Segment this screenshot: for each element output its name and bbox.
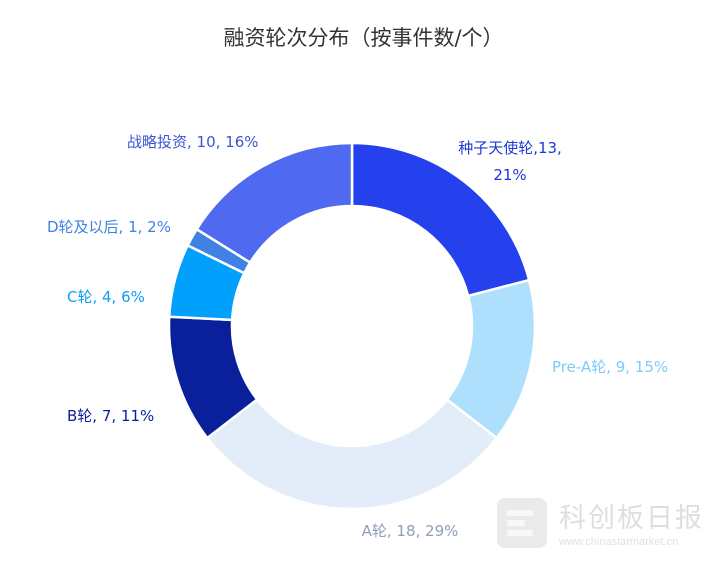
watermark-name: 科创板日报	[559, 503, 704, 534]
slice-2	[205, 397, 499, 511]
slice-label-6: 战略投资, 10, 16%	[127, 133, 259, 151]
slice-label-4: C轮, 4, 6%	[67, 288, 145, 306]
slice-label-2: A轮, 18, 29%	[362, 522, 459, 540]
slice-6	[194, 141, 354, 265]
watermark: 科创板日报 www.chinastarmarket.cn	[497, 496, 722, 556]
slice-label-5: D轮及以后, 1, 2%	[47, 218, 171, 236]
slice-label-0: 种子天使轮,13, 21%	[458, 139, 562, 184]
watermark-logo-icon	[497, 498, 547, 548]
chart-title: 融资轮次分布（按事件数/个）	[223, 26, 504, 50]
slice-label-1: Pre-A轮, 9, 15%	[552, 358, 668, 376]
slice-label-3: B轮, 7, 11%	[67, 407, 154, 425]
watermark-url: www.chinastarmarket.cn	[559, 536, 679, 548]
